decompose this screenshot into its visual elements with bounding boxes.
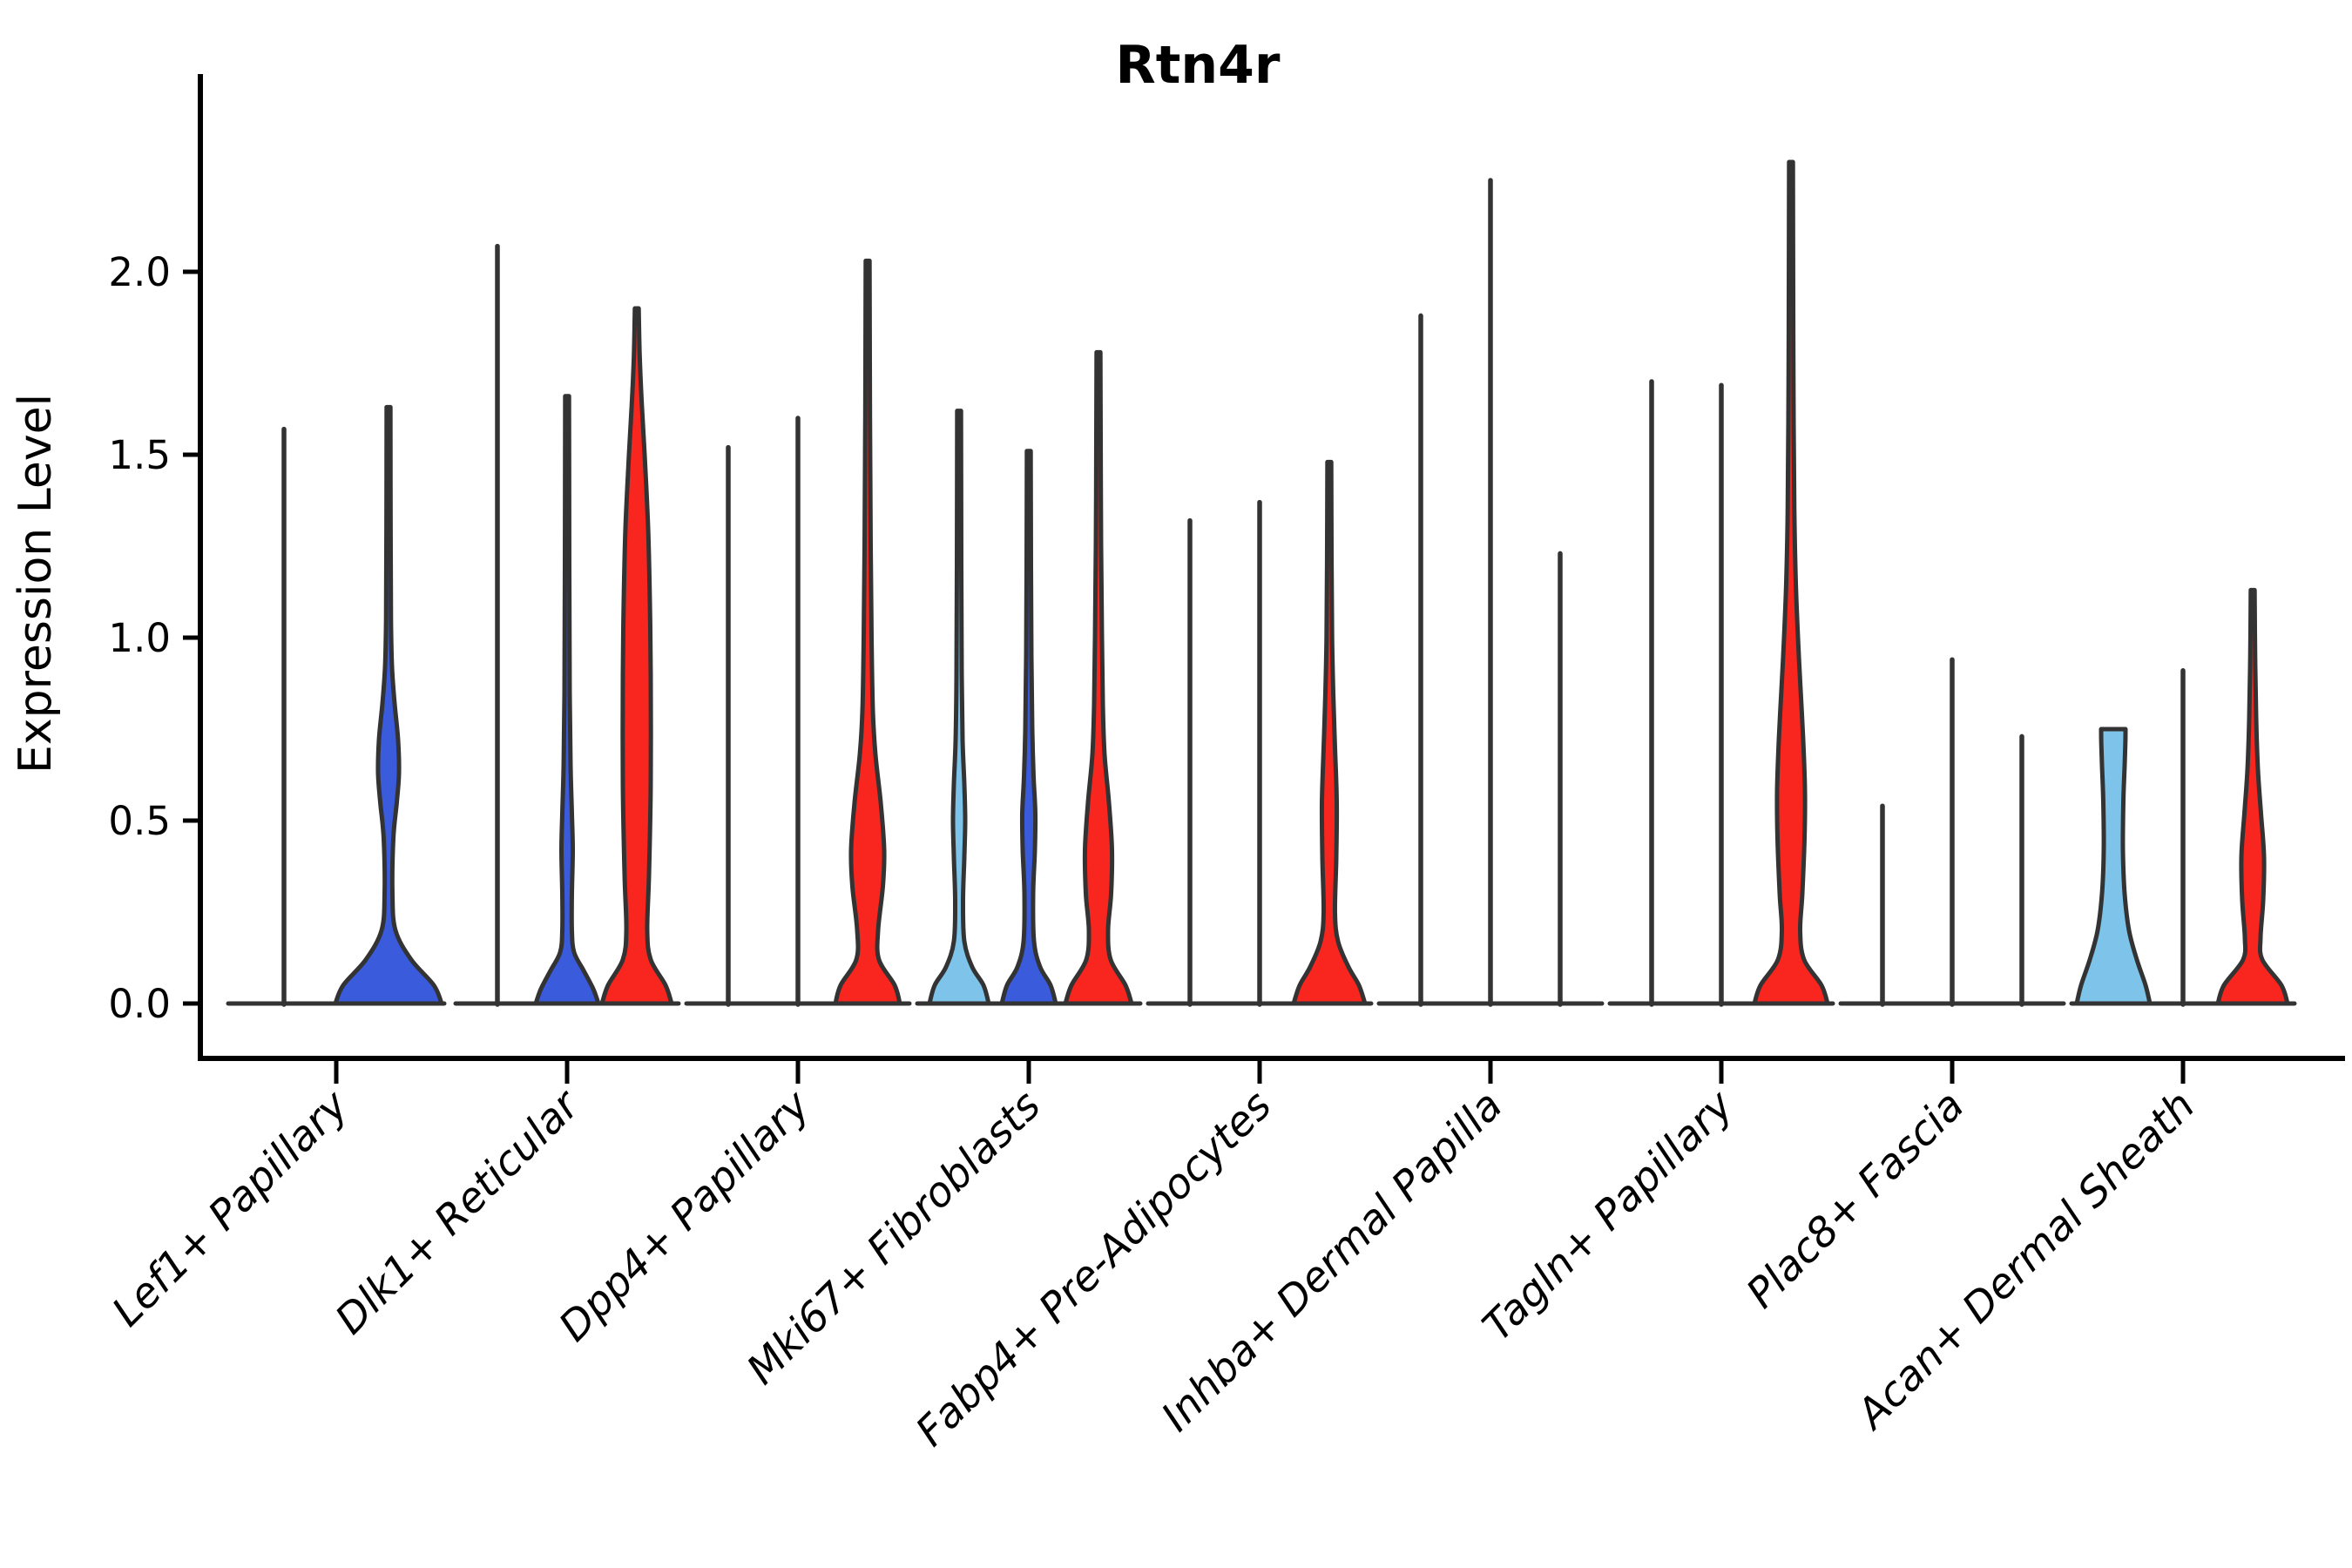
- violin-mki67-fibroblasts-split-1: [927, 409, 991, 1006]
- y-tick-label-0.5: 0.5: [108, 798, 171, 844]
- y-tick-label-0.0: 0.0: [108, 981, 171, 1027]
- violin-mki67-fibroblasts-split-3: [1063, 349, 1134, 1006]
- y-axis-title: Expression Level: [10, 394, 62, 774]
- violin-fabp4-pre-adipocytes-split-3: [1291, 459, 1368, 1006]
- chart-title: Rtn4r: [1116, 35, 1281, 96]
- violin-dpp4-papillary-split-3: [833, 258, 902, 1006]
- violin-lef1-papillary-split-2: [333, 404, 444, 1006]
- x-tick-label-tagln-papillary: Tagln+ Papillary: [1474, 1081, 1744, 1351]
- axes-layer: [183, 74, 2345, 1084]
- x-tick-label-lef1-papillary: Lef1+ Papillary: [103, 1081, 358, 1336]
- violin-acan-dermal-sheath-split-3: [2215, 587, 2290, 1006]
- violin-acan-dermal-sheath-split-1: [2074, 727, 2153, 1006]
- violin-tagln-papillary-split-3: [1752, 159, 1830, 1006]
- violins-layer: [226, 159, 2297, 1007]
- y-tick-label-1.5: 1.5: [108, 432, 171, 478]
- y-tick-label-1.0: 1.0: [108, 615, 171, 661]
- x-tick-label-dpp4-papillary: Dpp4+ Papillary: [550, 1081, 820, 1351]
- violin-mki67-fibroblasts-split-2: [999, 449, 1058, 1006]
- violin-dlk1-reticular-split-2: [533, 394, 601, 1006]
- x-tick-label-dlk1-reticular: Dlk1+ Reticular: [327, 1080, 591, 1344]
- x-tick-label-plac8-fascia: Plac8+ Fascia: [1737, 1082, 1973, 1318]
- violin-dlk1-reticular-split-3: [599, 306, 674, 1006]
- y-tick-label-2.0: 2.0: [108, 249, 171, 295]
- y-tick-labels: 0.0 0.5 1.0 1.5 2.0: [108, 249, 171, 1027]
